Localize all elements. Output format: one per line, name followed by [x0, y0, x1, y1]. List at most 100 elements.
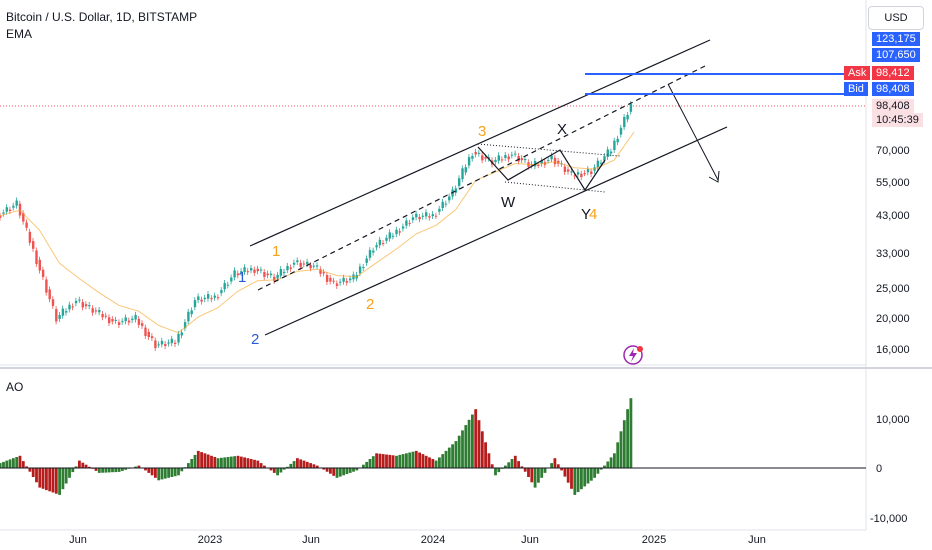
ao-bar [81, 462, 85, 468]
ao-bar [28, 468, 32, 472]
ao-bar [332, 468, 336, 476]
ao-bar [375, 453, 378, 468]
ao-bar [599, 468, 603, 470]
time-tick-label: 2024 [421, 534, 445, 546]
ao-bar [355, 468, 359, 471]
ao-bar [71, 468, 75, 473]
currency-button[interactable]: USD [868, 6, 924, 30]
ao-bar [84, 464, 88, 468]
bid-label: Bid [844, 82, 868, 96]
ao-bar [513, 455, 517, 469]
price-tick-label: 25,000 [876, 283, 910, 295]
ao-bar [269, 468, 273, 471]
ao-bar [428, 457, 431, 468]
wxy-zigzag [477, 146, 606, 192]
lightning-icon[interactable] [623, 345, 643, 365]
ao-bar [35, 468, 38, 483]
price-tick-label: 33,000 [876, 248, 910, 260]
indicator-label-ema[interactable]: EMA [6, 27, 33, 41]
ao-bar [206, 454, 210, 468]
ao-bar [12, 458, 15, 468]
wave-label-blue-2: 2 [251, 331, 259, 348]
wxy-pattern [477, 83, 720, 193]
ao-bar [322, 468, 326, 470]
ema-layer [0, 131, 635, 334]
ao-bar [180, 468, 184, 472]
ao-bar [78, 460, 81, 468]
ao-bar [401, 454, 405, 468]
price-tick-label: 43,000 [876, 210, 910, 222]
ema-line [0, 131, 635, 334]
ao-bar [263, 465, 266, 468]
ao-bar [279, 468, 283, 473]
ao-bar [296, 458, 299, 468]
ao-bar [160, 468, 164, 480]
ao-bar [570, 468, 573, 489]
ao-bar [444, 450, 448, 468]
ao-bar [289, 463, 293, 468]
ao-bar [454, 441, 458, 468]
ao-bar [200, 452, 203, 468]
ao-bar [556, 464, 560, 468]
ao-bar [210, 455, 213, 469]
price-tick-label: 55,000 [876, 177, 910, 189]
price-tag-level-a: 123,175 [872, 32, 920, 46]
ao-bar [249, 459, 253, 468]
ao-bar [464, 425, 468, 468]
ao-bar [398, 454, 402, 468]
ao-bar [213, 457, 217, 468]
ao-bar [405, 453, 408, 468]
ao-bar [61, 468, 65, 490]
time-tick-label: 2023 [198, 534, 222, 546]
ao-bar [593, 468, 596, 478]
ao-bar [286, 466, 289, 468]
time-tick-label: Jun [69, 534, 87, 546]
time-tick-label: Jun [521, 534, 539, 546]
countdown-tag: 10:45:39 [872, 113, 923, 127]
ao-bar [467, 419, 471, 468]
price-tick-label: 20,000 [876, 313, 910, 325]
ao-bar [626, 409, 629, 468]
ao-bar [580, 468, 583, 490]
ao-bar [533, 468, 537, 488]
ao-bar [315, 465, 319, 468]
ask-label: Ask [844, 66, 871, 80]
ao-bar [203, 453, 207, 468]
last-price-tag: 98,408 [872, 99, 914, 113]
ao-bar [173, 468, 177, 477]
ao-bar [157, 468, 161, 481]
ao-bar [517, 461, 520, 468]
ao-bar [629, 398, 633, 468]
ao-bar [352, 468, 355, 472]
ao-bar [560, 468, 563, 471]
wave-label-orange-3: 3 [478, 123, 486, 140]
ao-bar [137, 465, 141, 468]
ao-bar [586, 468, 590, 484]
indicator-label-ao[interactable]: AO [6, 380, 24, 394]
symbol-title[interactable]: Bitcoin / U.S. Dollar, 1D, BITSTAMP [6, 10, 198, 24]
ao-bar [457, 435, 461, 468]
ao-bar [292, 461, 296, 468]
ao-bar [25, 466, 28, 468]
ao-bar [504, 465, 507, 468]
candles-layer [0, 101, 633, 352]
ao-bar [18, 455, 22, 469]
ao-tick-label: 10,000 [876, 414, 910, 426]
target-lines [585, 73, 866, 95]
ao-bar [484, 442, 487, 468]
wave-label-w: W [501, 194, 516, 211]
trend-channel [249, 39, 728, 336]
ao-bar [563, 468, 567, 477]
ao-bar [154, 468, 157, 478]
ao-bar [74, 466, 78, 468]
projection-arrowhead [708, 170, 720, 183]
ao-bar [421, 454, 425, 468]
ao-bar [21, 461, 25, 468]
ao-bar [368, 459, 372, 468]
ao-bar [51, 468, 55, 493]
ao-bar [408, 452, 412, 468]
ao-bar [385, 454, 388, 468]
ao-bar [381, 454, 385, 468]
ao-bar [477, 420, 481, 468]
